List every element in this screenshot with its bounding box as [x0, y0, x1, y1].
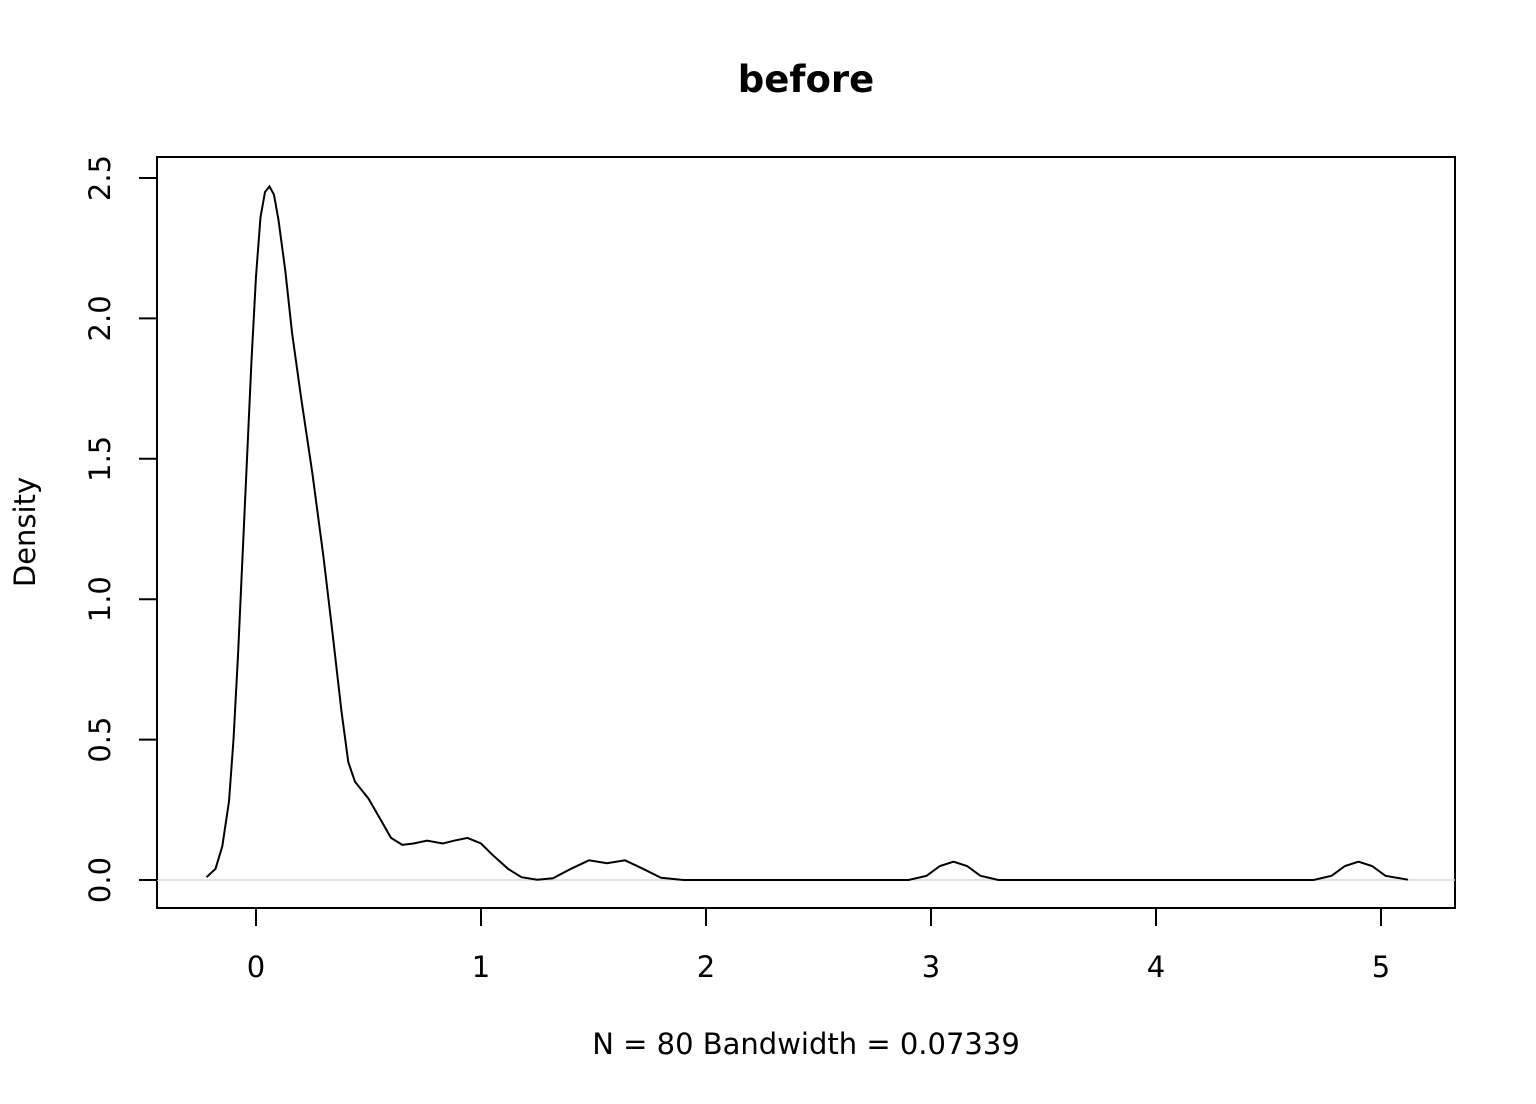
- y-tick-label: 1.5: [83, 436, 117, 482]
- x-tick-label: 1: [472, 950, 490, 984]
- x-tick-label: 5: [1372, 950, 1390, 984]
- x-tick-label: 2: [697, 950, 715, 984]
- y-tick-label: 1.0: [83, 576, 117, 622]
- chart-title: before: [738, 58, 874, 101]
- density-curve: [205, 184, 1409, 881]
- x-tick-label: 3: [922, 950, 940, 984]
- x-tick-label: 0: [247, 950, 265, 984]
- x-tick-label: 4: [1147, 950, 1165, 984]
- y-tick-label: 2.0: [83, 295, 117, 341]
- y-tick-label: 0.5: [83, 717, 117, 763]
- y-tick-label: 2.5: [83, 155, 117, 201]
- y-axis-label: Density: [8, 477, 42, 587]
- x-axis-label: N = 80 Bandwidth = 0.07339: [592, 1027, 1020, 1061]
- plot-frame: [156, 156, 1456, 909]
- x-axis: 0 1 2 3 4 5: [247, 907, 1390, 984]
- y-axis: 0.0 0.5 1.0 1.5 2.0 2.5: [83, 155, 158, 903]
- y-tick-label: 0.0: [83, 857, 117, 903]
